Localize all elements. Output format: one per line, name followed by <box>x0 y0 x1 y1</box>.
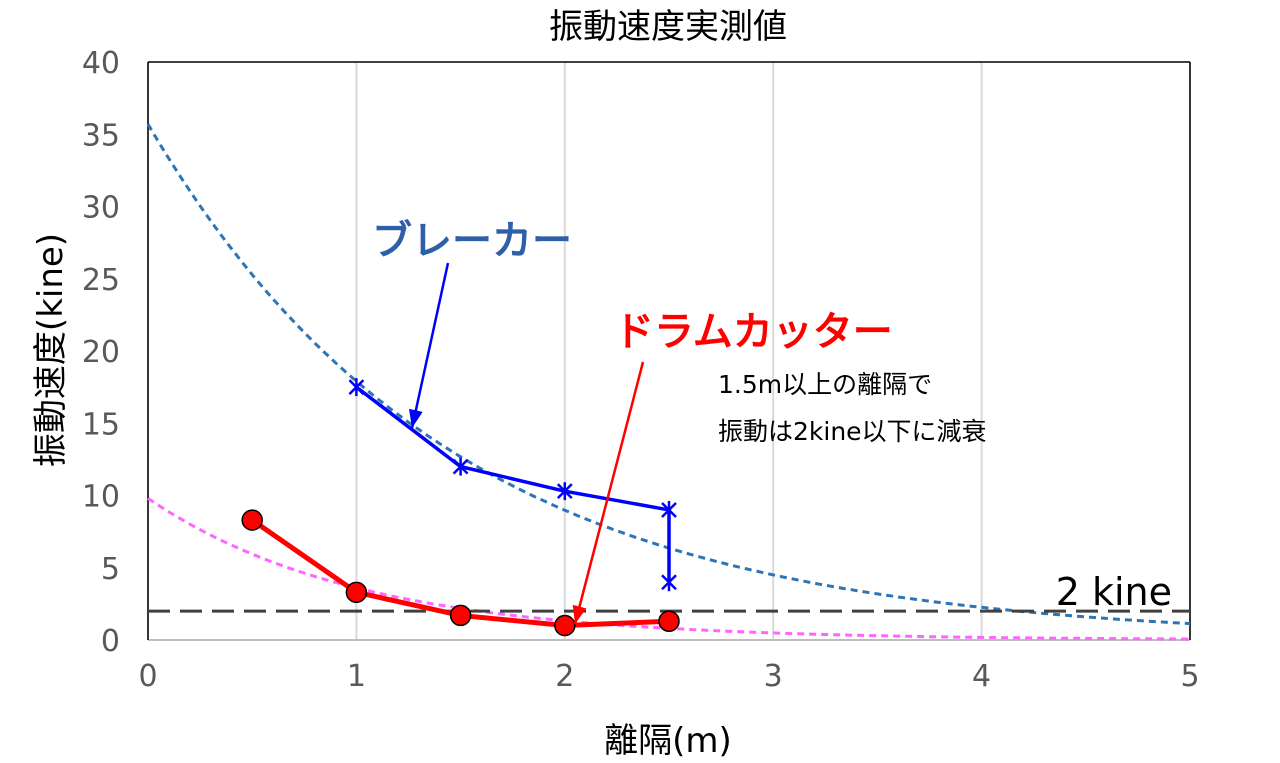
note-line-2: 振動は2kine以下に減衰 <box>718 417 987 446</box>
y-axis-label: 振動速度(kine) <box>31 233 71 467</box>
drum-cutter-arrow-head <box>572 604 587 624</box>
data-point-star <box>348 378 365 397</box>
y-tick-label: 30 <box>82 191 120 226</box>
y-tick-label: 5 <box>101 552 120 587</box>
data-point-circle <box>449 604 472 627</box>
y-tick-label: 25 <box>82 263 120 298</box>
x-tick-label: 3 <box>764 659 783 694</box>
y-tick-label: 20 <box>82 335 120 370</box>
breaker-annotation-label: ブレーカー <box>372 218 572 264</box>
data-point-circle <box>554 614 576 637</box>
y-tick-label: 40 <box>82 46 120 81</box>
breaker-arrow <box>410 262 450 429</box>
data-series <box>241 378 680 637</box>
axis-ticks: 0 1 2 3 4 5 0 5 10 15 20 25 30 35 40 <box>82 46 1200 694</box>
x-tick-label: 1 <box>347 659 366 694</box>
grid <box>147 61 1191 641</box>
note-line-1: 1.5m以上の離隔で <box>718 370 932 399</box>
y-tick-label: 10 <box>82 480 120 515</box>
x-tick-label: 5 <box>1180 659 1199 694</box>
breaker-arrow-head <box>408 408 423 428</box>
x-tick-label: 2 <box>555 659 574 694</box>
data-point-circle <box>241 509 263 531</box>
x-axis-label: 離隔(m) <box>604 721 732 761</box>
annotation-arrows <box>408 262 645 625</box>
chart-title: 振動速度実測値 <box>549 7 787 47</box>
data-point-star <box>661 500 677 519</box>
reference-line-label: 2 kine <box>1056 570 1172 614</box>
drum-cutter-arrow <box>573 361 645 625</box>
x-tick-label: 4 <box>972 659 991 694</box>
data-point-star <box>556 482 573 501</box>
data-point-star <box>661 573 677 592</box>
y-tick-label: 15 <box>82 407 120 442</box>
y-tick-label: 35 <box>82 118 120 153</box>
y-tick-label: 0 <box>101 624 120 659</box>
x-tick-label: 0 <box>138 659 157 694</box>
data-point-star <box>452 457 469 476</box>
data-point-circle <box>345 581 368 604</box>
data-point-circle <box>658 610 680 632</box>
drum-cutter-annotation-label: ドラムカッター <box>614 309 893 355</box>
